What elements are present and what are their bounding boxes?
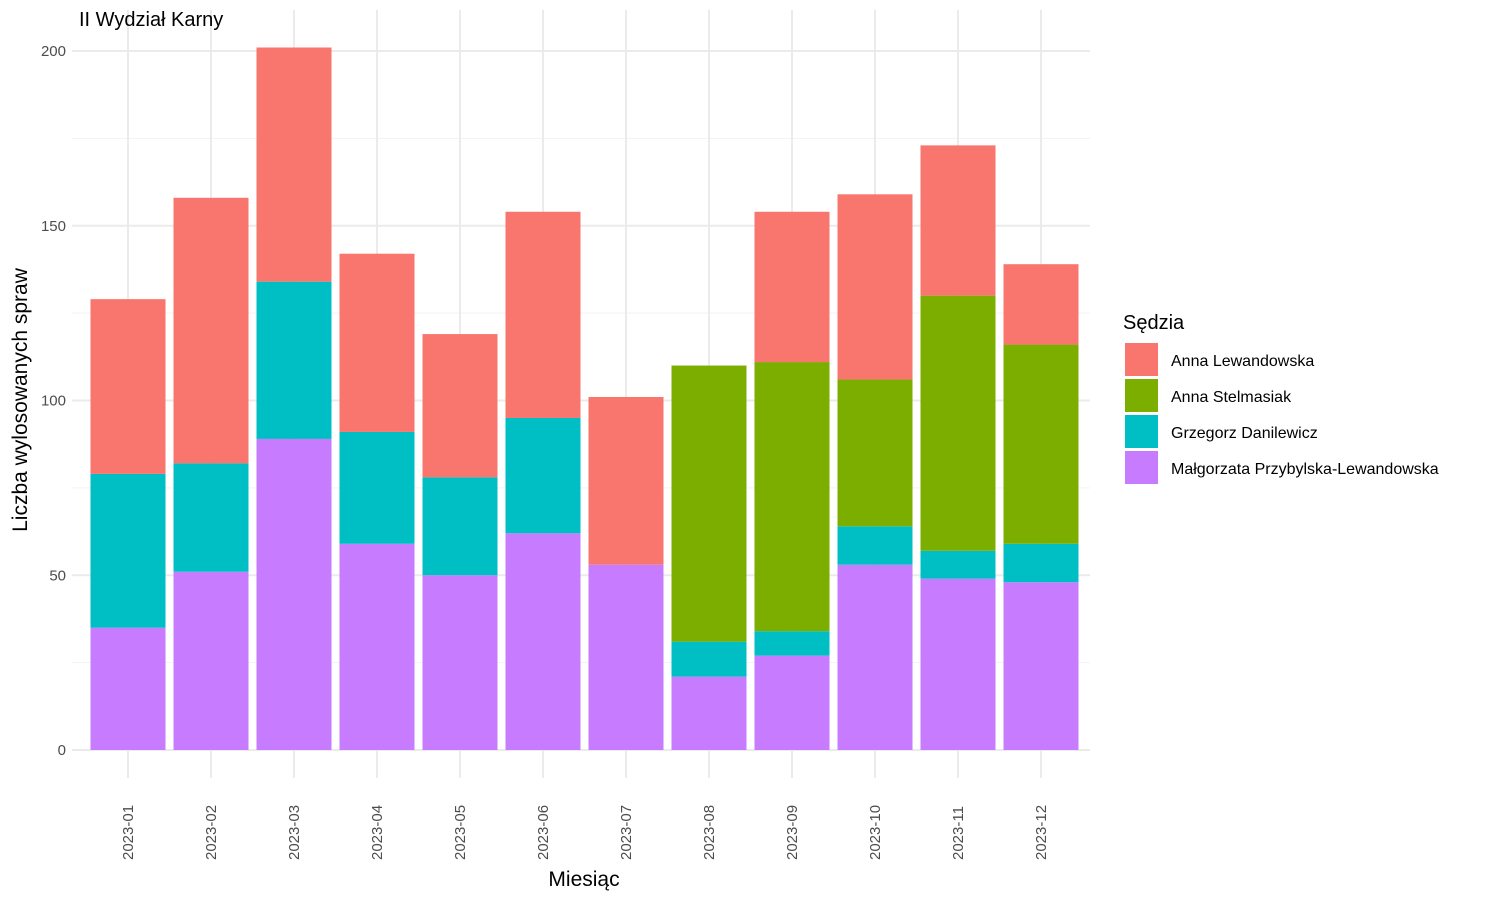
chart-title: II Wydział Karny bbox=[79, 9, 223, 31]
y-axis-title: Liczba wylosowanych spraw bbox=[9, 267, 32, 532]
bar-segment bbox=[1003, 264, 1079, 345]
bar-segment bbox=[837, 194, 913, 380]
bar-segment bbox=[256, 47, 332, 282]
bar-segment bbox=[90, 627, 166, 750]
legend-label: Anna Lewandowska bbox=[1171, 353, 1314, 370]
bar-segment bbox=[90, 299, 166, 474]
bar-segment bbox=[173, 463, 249, 572]
x-tick-label: 2023-05 bbox=[452, 805, 469, 860]
x-tick-label: 2023-11 bbox=[950, 806, 967, 860]
y-tick-label: 50 bbox=[49, 567, 66, 584]
y-tick-label: 150 bbox=[41, 218, 66, 235]
y-tick-label: 100 bbox=[41, 393, 66, 410]
bar-segment bbox=[754, 211, 830, 363]
bar-segment bbox=[505, 417, 581, 534]
bar-segment bbox=[671, 365, 747, 642]
bar-segment bbox=[920, 578, 996, 750]
bar-segment bbox=[920, 145, 996, 296]
legend-key bbox=[1125, 451, 1158, 484]
bar-segment bbox=[90, 473, 166, 628]
bar-segment bbox=[339, 431, 415, 544]
x-tick-label: 2023-10 bbox=[867, 805, 884, 860]
bar-segment bbox=[754, 362, 830, 632]
legend-label: Anna Stelmasiak bbox=[1171, 389, 1292, 406]
x-tick-label: 2023-02 bbox=[203, 805, 220, 860]
y-axis-ticks: 0 50 100 150 200 bbox=[41, 43, 66, 759]
bar-segment bbox=[920, 550, 996, 579]
bar-segment bbox=[422, 575, 498, 750]
x-tick-label: 2023-04 bbox=[369, 805, 386, 860]
bar-segment bbox=[505, 533, 581, 750]
x-axis-title: Miesiąc bbox=[548, 868, 619, 891]
bar-segment bbox=[671, 641, 747, 677]
bar-segment bbox=[256, 438, 332, 750]
x-tick-label: 2023-01 bbox=[120, 805, 137, 860]
x-tick-label: 2023-08 bbox=[701, 805, 718, 860]
bars bbox=[90, 47, 1079, 750]
bar-segment bbox=[837, 564, 913, 750]
bar-segment bbox=[1003, 344, 1079, 544]
x-tick-label: 2023-09 bbox=[784, 805, 801, 860]
bar-segment bbox=[339, 253, 415, 432]
bar-segment bbox=[1003, 582, 1079, 750]
bar-segment bbox=[505, 211, 581, 418]
bar-segment bbox=[754, 631, 830, 656]
bar-segment bbox=[256, 281, 332, 439]
bar-segment bbox=[754, 655, 830, 750]
x-tick-label: 2023-07 bbox=[618, 805, 635, 860]
legend-key bbox=[1125, 343, 1158, 376]
legend-title: Sędzia bbox=[1123, 312, 1185, 334]
bar-segment bbox=[837, 526, 913, 565]
y-tick-label: 200 bbox=[41, 43, 66, 60]
legend-key bbox=[1125, 379, 1158, 412]
x-tick-label: 2023-12 bbox=[1033, 805, 1050, 860]
x-tick-label: 2023-06 bbox=[535, 805, 552, 860]
x-tick-label: 2023-03 bbox=[286, 805, 303, 860]
bar-segment bbox=[837, 379, 913, 527]
bar-segment bbox=[920, 295, 996, 551]
bar-segment bbox=[671, 676, 747, 750]
bar-segment bbox=[588, 397, 664, 565]
legend-key bbox=[1125, 415, 1158, 448]
bar-segment bbox=[339, 543, 415, 750]
bar-segment bbox=[173, 571, 249, 750]
bar-segment bbox=[422, 334, 498, 478]
bar-segment bbox=[173, 197, 249, 464]
legend-label: Grzegorz Danilewicz bbox=[1171, 425, 1318, 442]
bar-segment bbox=[422, 477, 498, 576]
y-tick-label: 0 bbox=[58, 742, 66, 759]
legend-label: Małgorzata Przybylska-Lewandowska bbox=[1171, 461, 1439, 478]
bar-segment bbox=[588, 564, 664, 750]
x-axis-ticks: 2023-01 2023-02 2023-03 2023-04 2023-05 2023-… bbox=[120, 805, 1050, 860]
bar-segment bbox=[1003, 543, 1079, 583]
legend: Sędzia Anna Lewandowska Anna Stelmasiak Gr… bbox=[1123, 312, 1439, 484]
